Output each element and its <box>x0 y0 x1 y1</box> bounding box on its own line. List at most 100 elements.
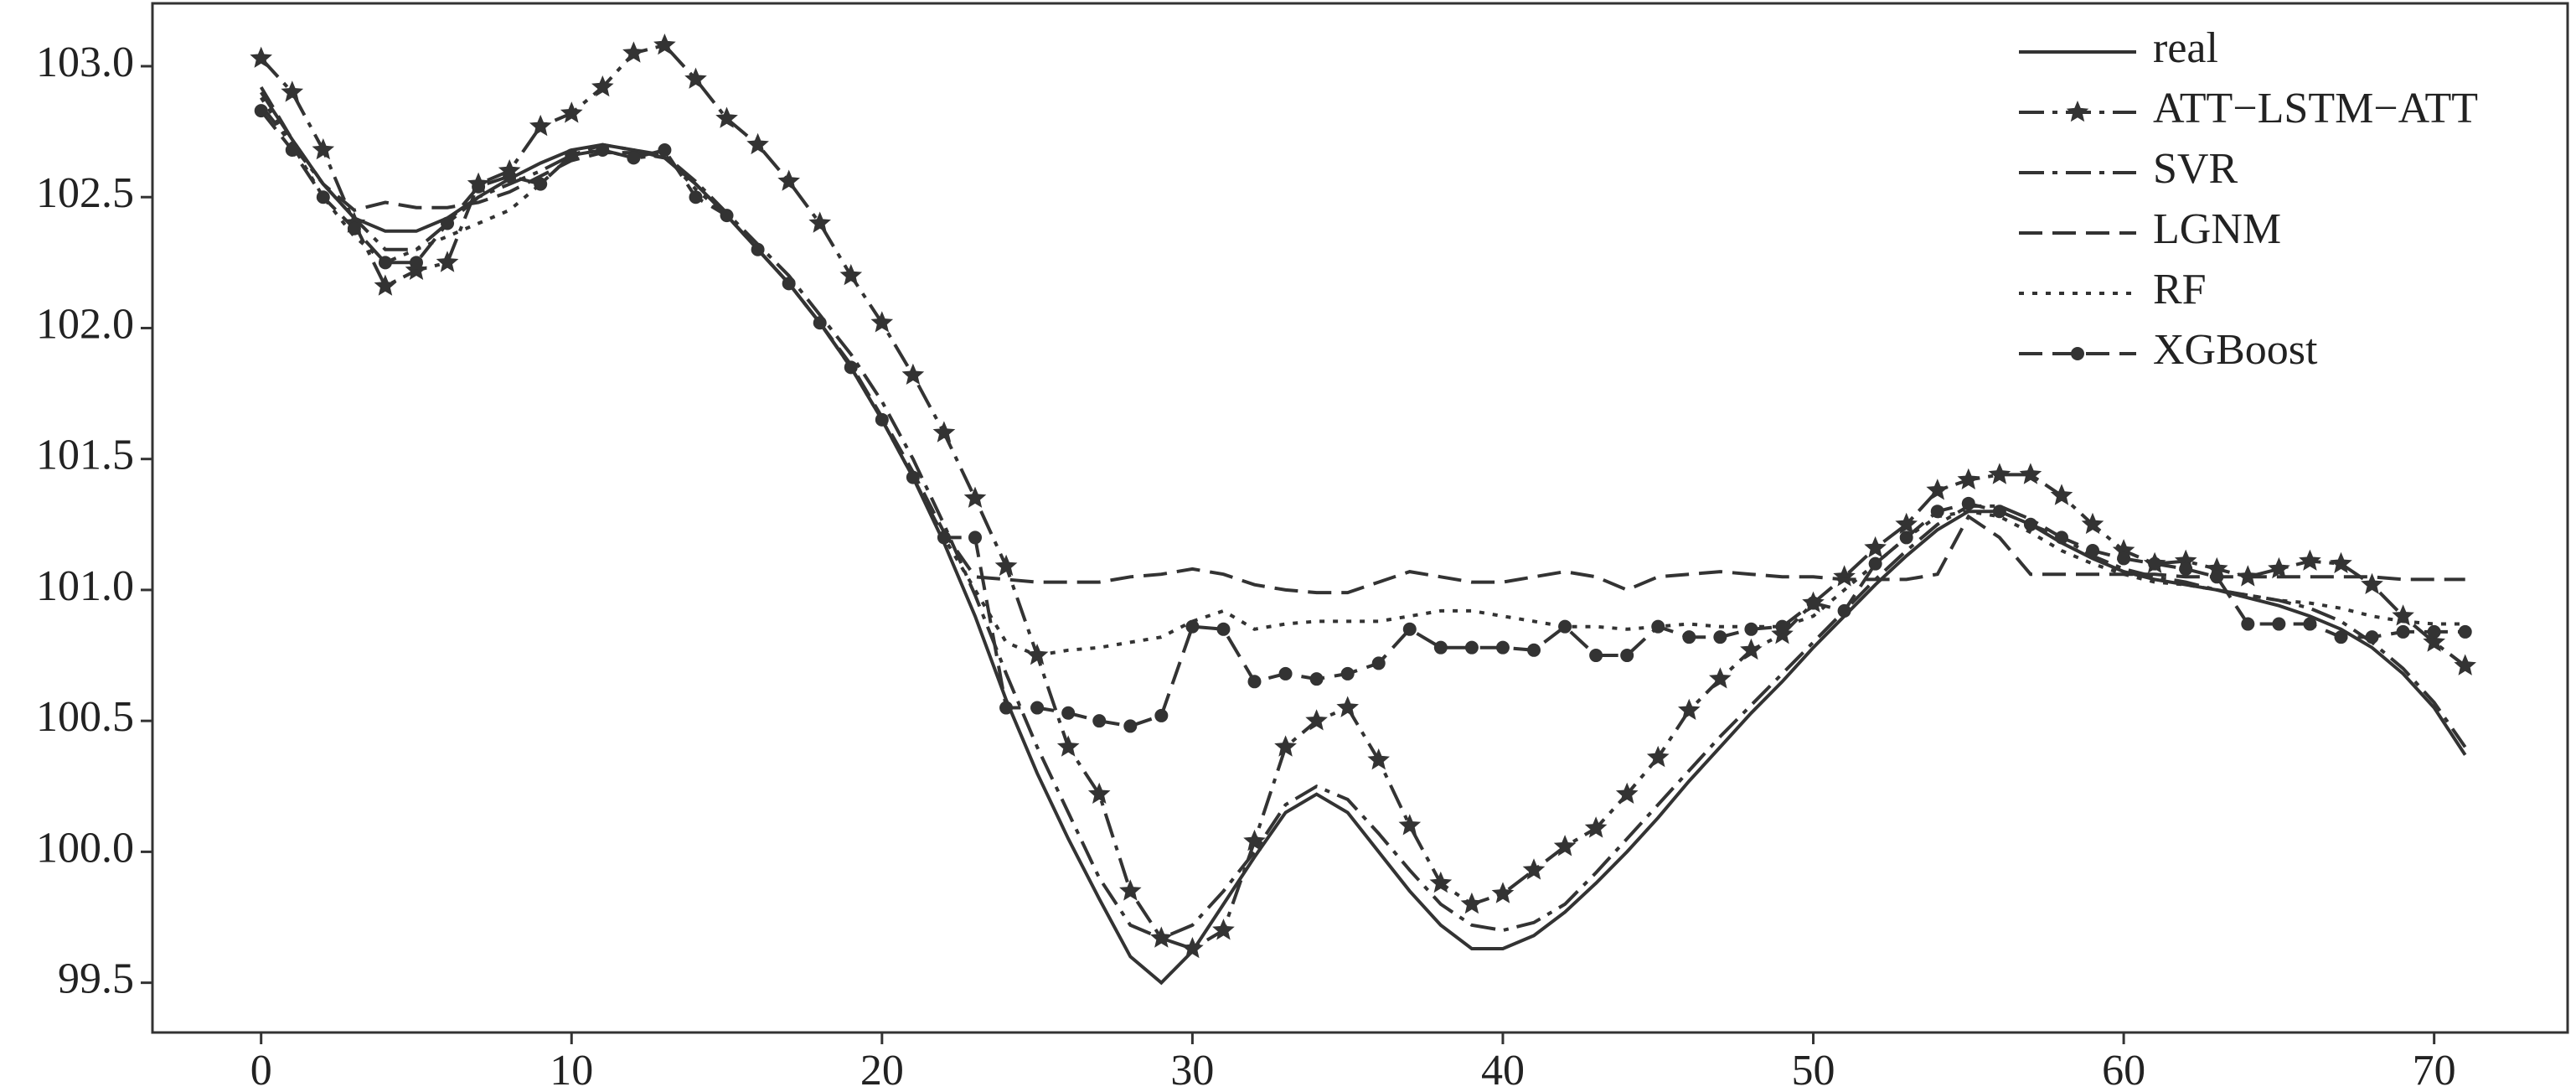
marker <box>2023 517 2037 531</box>
marker <box>347 221 361 235</box>
marker <box>2365 630 2379 644</box>
y-tick-label: 101.0 <box>36 562 134 610</box>
series-line <box>260 43 2466 951</box>
series-line <box>260 91 2467 986</box>
marker <box>813 316 827 330</box>
marker <box>1495 640 1510 655</box>
x-tick-label: 0 <box>250 1047 272 1092</box>
marker <box>378 256 392 270</box>
marker <box>2458 624 2472 639</box>
marker <box>1744 622 1758 636</box>
series-line <box>260 104 2467 940</box>
x-tick-label: 60 <box>2102 1047 2145 1092</box>
marker <box>1615 782 1639 804</box>
marker <box>1398 814 1422 836</box>
marker <box>875 412 889 427</box>
marker <box>1651 619 1665 634</box>
marker <box>374 274 397 296</box>
y-tick-label: 100.5 <box>36 693 134 741</box>
marker <box>1212 919 1235 940</box>
marker <box>1429 871 1453 893</box>
marker <box>1030 701 1045 715</box>
marker <box>1926 479 1949 500</box>
marker <box>1061 706 1076 720</box>
marker <box>529 114 552 137</box>
marker <box>1123 719 1138 733</box>
x-tick-label: 30 <box>1170 1047 1214 1092</box>
legend-marker <box>2066 101 2089 122</box>
x-tick-label: 10 <box>550 1047 593 1092</box>
marker <box>1340 666 1355 681</box>
marker <box>2454 654 2476 675</box>
marker <box>1553 835 1577 857</box>
marker <box>2427 624 2441 639</box>
marker <box>870 311 894 333</box>
marker <box>1678 698 1701 720</box>
marker <box>436 251 459 272</box>
marker <box>963 486 987 508</box>
marker <box>1522 858 1546 880</box>
marker <box>1087 782 1111 804</box>
marker <box>1371 656 1386 670</box>
marker <box>2299 549 2321 571</box>
marker <box>1274 735 1297 757</box>
marker <box>1646 745 1670 768</box>
marker <box>534 177 548 191</box>
marker <box>1806 596 1820 610</box>
marker <box>994 554 1018 577</box>
marker <box>968 530 982 545</box>
marker <box>1961 496 1975 510</box>
marker <box>441 216 455 230</box>
marker <box>596 142 610 157</box>
marker <box>746 132 769 155</box>
marker <box>1868 556 1882 571</box>
marker <box>1278 666 1293 681</box>
marker <box>1775 619 1789 634</box>
marker <box>1895 512 1918 535</box>
legend-label: RF <box>2153 266 2207 313</box>
marker <box>2081 512 2104 535</box>
marker <box>937 530 951 545</box>
marker <box>2210 570 2224 584</box>
marker <box>1589 649 1603 663</box>
marker <box>2423 630 2445 652</box>
marker <box>901 363 925 385</box>
marker <box>751 242 765 256</box>
marker <box>653 34 676 55</box>
marker <box>720 209 734 223</box>
y-tick-label: 102.0 <box>36 300 134 348</box>
x-tick-label: 70 <box>2413 1047 2456 1092</box>
marker <box>1154 708 1169 722</box>
marker <box>1584 816 1608 838</box>
marker <box>1709 667 1732 689</box>
marker <box>1402 622 1417 636</box>
marker <box>906 470 920 484</box>
marker <box>2272 617 2286 631</box>
marker <box>689 190 703 204</box>
marker <box>999 701 1014 715</box>
marker <box>2179 562 2193 576</box>
marker <box>1336 696 1359 717</box>
marker <box>2148 556 2162 571</box>
marker <box>2019 463 2042 484</box>
marker <box>839 264 863 286</box>
marker <box>2086 544 2100 558</box>
marker <box>1527 643 1541 657</box>
legend-label: LGNM <box>2153 205 2281 253</box>
marker <box>1740 638 1763 660</box>
plot-frame <box>151 2 2569 1034</box>
marker <box>560 101 583 123</box>
legend-marker <box>2071 347 2084 360</box>
marker <box>1181 937 1204 959</box>
marker <box>565 148 579 163</box>
marker <box>627 151 641 165</box>
marker <box>316 190 330 204</box>
marker <box>2303 617 2317 631</box>
marker <box>2330 551 2352 573</box>
marker <box>1899 530 1913 545</box>
marker <box>2334 630 2348 644</box>
series-line <box>259 85 2465 595</box>
marker <box>1460 892 1484 914</box>
